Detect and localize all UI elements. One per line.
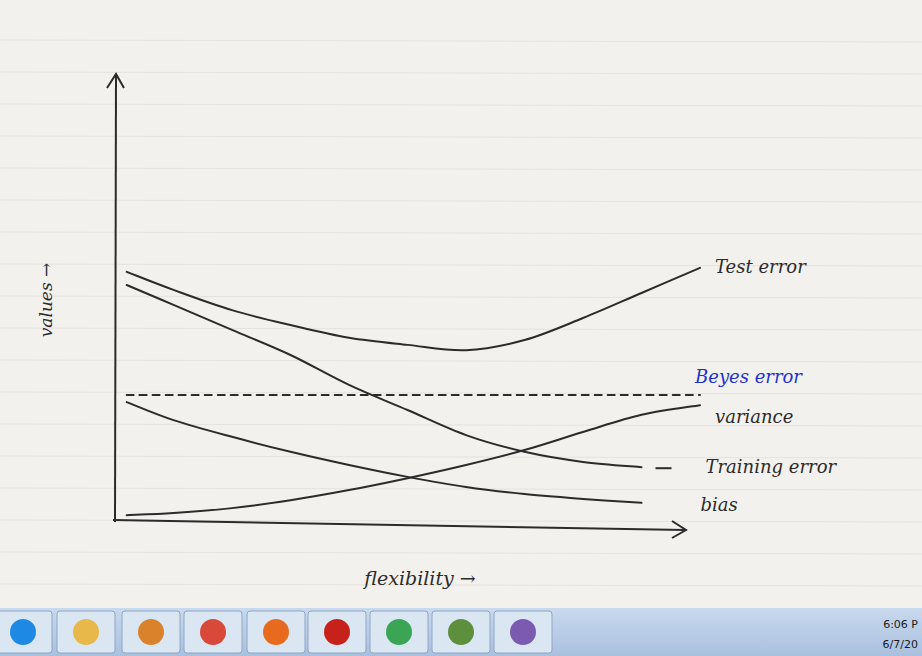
- taskbar-button[interactable]: [370, 611, 428, 653]
- taskbar-button[interactable]: [122, 611, 180, 653]
- series-label: bias: [701, 494, 738, 515]
- ruled-line: [0, 168, 922, 170]
- series-line: [127, 268, 700, 350]
- taskbar: 6:06 P 6/7/20: [0, 608, 922, 656]
- ruled-line: [0, 72, 922, 74]
- x-axis: [113, 520, 685, 530]
- series-label: Training error: [706, 456, 838, 477]
- taskbar-icon: [73, 619, 99, 645]
- taskbar-icon: [10, 619, 36, 645]
- taskbar-button[interactable]: [494, 611, 552, 653]
- taskbar-icon: [263, 619, 289, 645]
- ruled-line: [0, 104, 922, 106]
- x-axis-arrow: [672, 521, 686, 538]
- series-line: [127, 394, 700, 396]
- taskbar-button[interactable]: [57, 611, 115, 653]
- label-dash: [656, 467, 672, 469]
- ruled-line: [0, 296, 922, 298]
- y-axis: [115, 75, 116, 522]
- taskbar-button[interactable]: [308, 611, 366, 653]
- ruled-line: [0, 136, 922, 138]
- taskbar-icon: [200, 619, 226, 645]
- y-axis-arrow: [107, 74, 124, 88]
- ruled-line: [0, 488, 922, 490]
- series-label: Beyes error: [694, 366, 803, 387]
- plot-area: [127, 268, 700, 515]
- series-line: [127, 285, 642, 467]
- ruled-line: [0, 392, 922, 394]
- taskbar-icon: [510, 619, 536, 645]
- taskbar-icon: [138, 619, 164, 645]
- taskbar-clock: 6:06 P: [883, 618, 918, 631]
- ruled-line: [0, 360, 922, 362]
- taskbar-button[interactable]: [184, 611, 242, 653]
- series-line: [127, 402, 642, 503]
- taskbar-clock: 6/7/20: [883, 638, 918, 651]
- ruled-line: [0, 328, 922, 330]
- taskbar-button[interactable]: [432, 611, 490, 653]
- taskbar-bg: [0, 608, 922, 656]
- series-line: [127, 405, 700, 515]
- taskbar-icon: [324, 619, 350, 645]
- page: values → flexibility → Test error Training …: [0, 0, 922, 656]
- series-label: Test error: [715, 256, 807, 277]
- series-label: variance: [715, 406, 793, 427]
- ruled-line: [0, 232, 922, 234]
- taskbar-icon: [386, 619, 412, 645]
- ruled-line: [0, 200, 922, 202]
- y-axis-label: values →: [36, 263, 56, 338]
- taskbar-button[interactable]: [0, 611, 52, 653]
- taskbar-button[interactable]: [247, 611, 305, 653]
- taskbar-icon: [448, 619, 474, 645]
- paper: [0, 0, 922, 608]
- ruled-line: [0, 552, 922, 554]
- ruled-line: [0, 40, 922, 42]
- x-axis-label: flexibility →: [362, 567, 476, 589]
